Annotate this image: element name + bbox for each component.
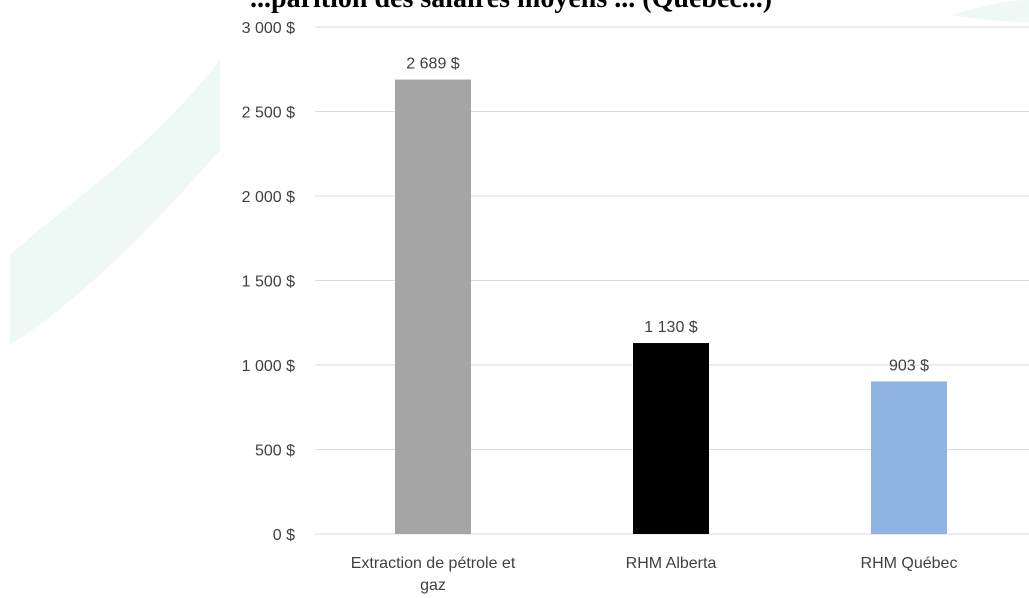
bar-value-label: 1 130 $: [644, 319, 697, 336]
x-category-label-line: RHM Alberta: [626, 555, 717, 572]
bar: [633, 343, 709, 534]
bar: [871, 381, 947, 534]
chart-title-text: ...parition des salaires moyens ... (Qué…: [250, 0, 772, 14]
y-tick-label: 0 $: [273, 527, 295, 544]
y-tick-label: 2 500 $: [242, 105, 295, 122]
x-category-label: RHM Québec: [861, 555, 958, 572]
x-category-label-line: RHM Québec: [861, 555, 958, 572]
x-category-label-line: Extraction de pétrole et: [351, 555, 516, 572]
bar-value-label: 2 689 $: [406, 56, 459, 73]
x-category-label: RHM Alberta: [626, 555, 717, 572]
y-tick-label: 3 000 $: [242, 20, 295, 37]
watermark-swoosh-left: [10, 60, 220, 345]
bar-value-label: 903 $: [889, 357, 929, 374]
y-tick-label: 500 $: [255, 443, 295, 460]
y-tick-label: 1 000 $: [242, 358, 295, 375]
watermark-swoosh-right: [950, 0, 1029, 22]
x-category-label-line: gaz: [420, 577, 446, 594]
x-category-label: Extraction de pétrole et gaz: [351, 555, 516, 594]
y-tick-label: 1 500 $: [242, 274, 295, 291]
chart-title: ...parition des salaires moyens ... (Qué…: [250, 0, 1029, 14]
y-tick-label: 2 000 $: [242, 189, 295, 206]
bar: [395, 79, 471, 535]
